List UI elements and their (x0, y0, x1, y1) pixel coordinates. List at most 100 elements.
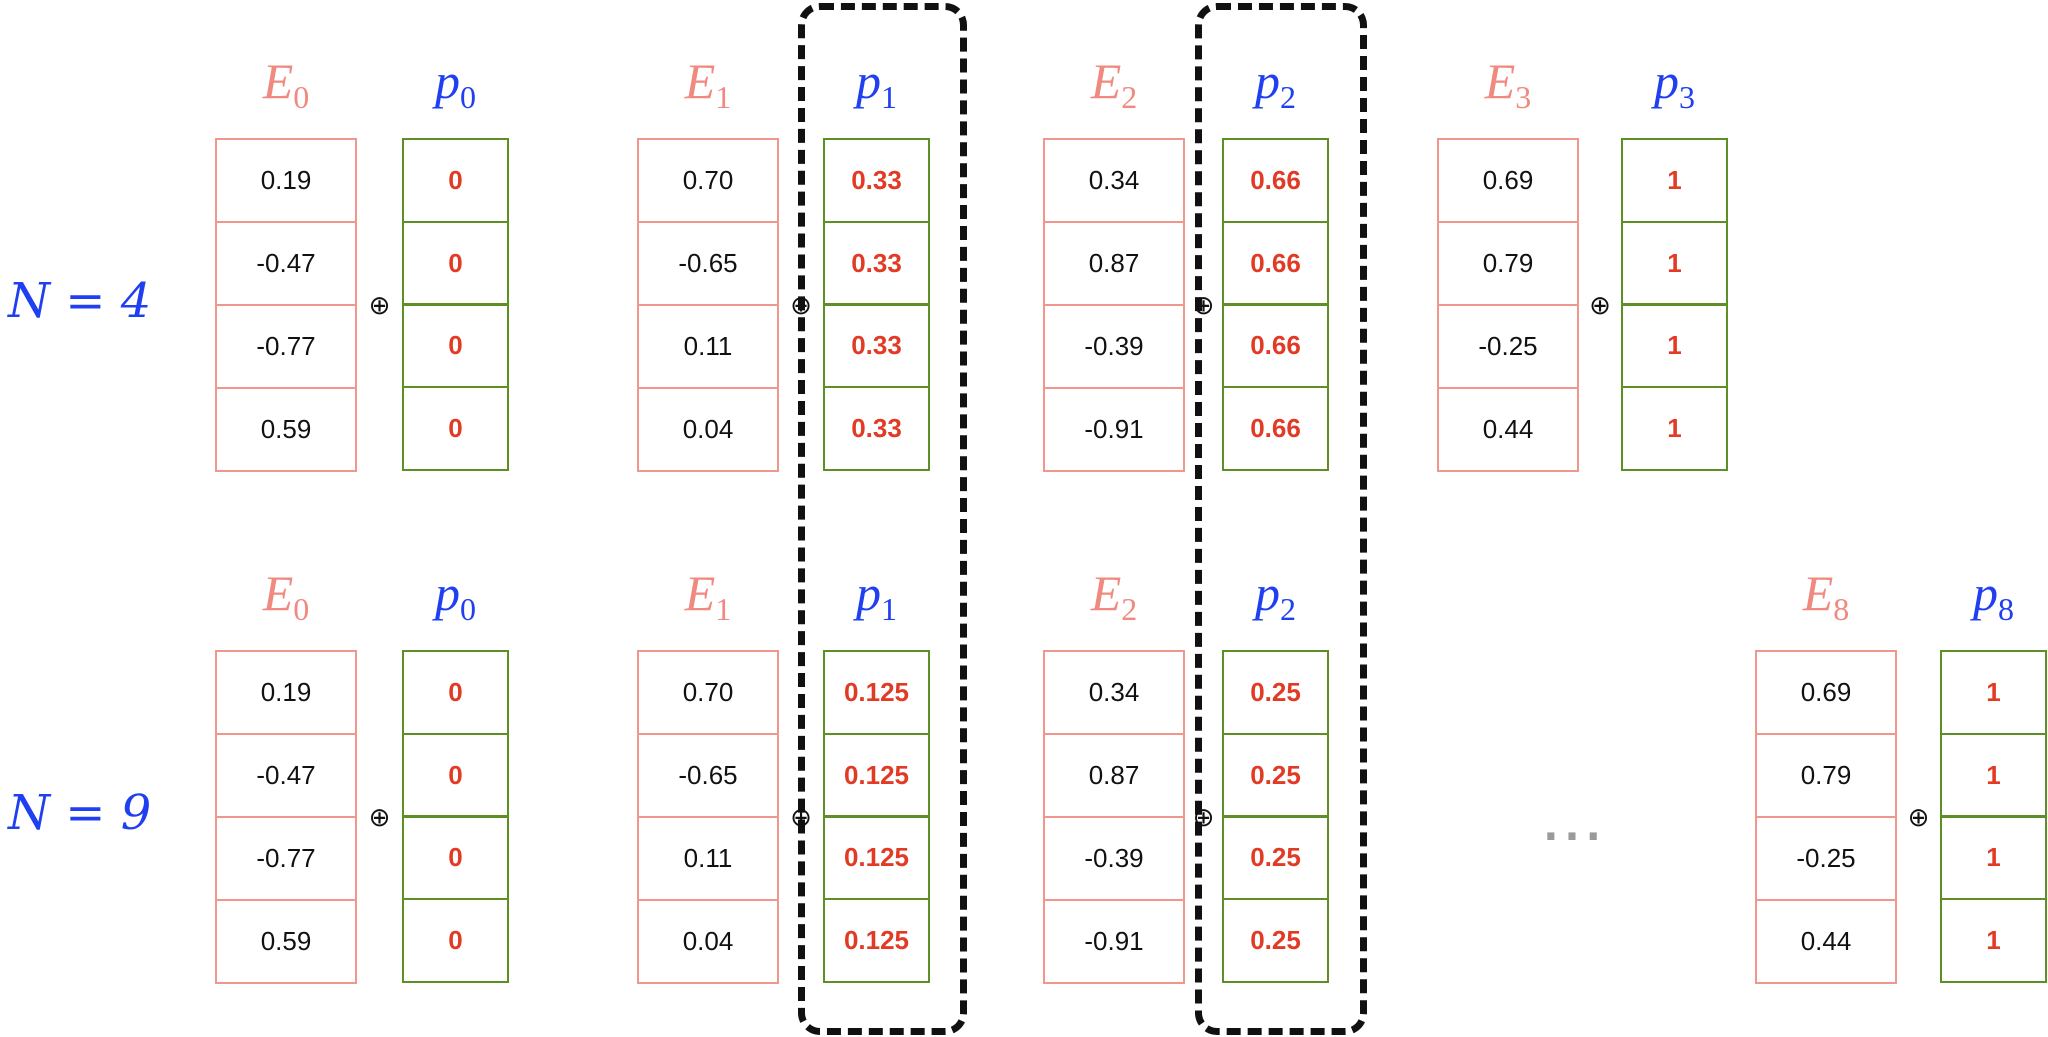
position-value-cell: 0.25 (1222, 815, 1329, 900)
position-label-name: p (1255, 53, 1280, 109)
add-operator-icon: ⊕ (1907, 803, 1930, 833)
embedding-label-name: E (1090, 565, 1122, 621)
position-label: p0 (435, 568, 476, 634)
embedding-value-cell: 0.70 (637, 138, 779, 223)
embedding-value-cell: -0.77 (215, 816, 357, 901)
embedding-value-cell: 0.79 (1437, 221, 1579, 306)
embedding-value-cell: 0.59 (215, 387, 357, 472)
embedding-vector: 0.34 0.87 -0.39 -0.91 (1043, 138, 1185, 472)
position-label-subscript: 3 (1679, 79, 1695, 115)
position-label: p0 (435, 56, 476, 122)
position-vector: 0.25 0.25 0.25 0.25 (1222, 650, 1329, 983)
position-label-subscript: 2 (1280, 591, 1296, 627)
embedding-value-cell: 0.04 (637, 387, 779, 472)
n-label-text: N = 4 (8, 273, 152, 329)
embedding-label: E0 (263, 56, 310, 122)
embedding-label: E3 (1485, 56, 1532, 122)
embedding-label-subscript: 8 (1833, 591, 1850, 627)
embedding-label-name: E (262, 565, 294, 621)
embedding-label-name: E (1090, 53, 1122, 109)
highlight-dashed-box (1195, 3, 1367, 1035)
position-value-cell: 0 (402, 303, 509, 388)
position-value-cell: 1 (1621, 385, 1728, 471)
embedding-vector: 0.69 0.79 -0.25 0.44 (1755, 650, 1897, 984)
position-vector: 0.66 0.66 0.66 0.66 (1222, 138, 1329, 471)
embedding-vector: 0.34 0.87 -0.39 -0.91 (1043, 650, 1185, 984)
embedding-label-subscript: 2 (1121, 79, 1138, 115)
position-label: p2 (1255, 56, 1296, 122)
position-value-cell: 0 (402, 138, 509, 223)
position-value-cell: 0.66 (1222, 385, 1329, 471)
position-label: p3 (1654, 56, 1695, 122)
embedding-value-cell: -0.91 (1043, 387, 1185, 472)
position-value-cell: 0.33 (823, 385, 930, 471)
embedding-value-cell: 0.04 (637, 899, 779, 984)
position-value-cell: 0.66 (1222, 138, 1329, 223)
position-label: p2 (1255, 568, 1296, 634)
embedding-vector: 0.70 -0.65 0.11 0.04 (637, 138, 779, 472)
position-label-subscript: 2 (1280, 79, 1296, 115)
position-label-name: p (1973, 565, 1998, 621)
embedding-value-cell: -0.65 (637, 733, 779, 818)
ellipsis: ... (1543, 804, 1607, 850)
position-label-name: p (435, 53, 460, 109)
embedding-vector: 0.19 -0.47 -0.77 0.59 (215, 138, 357, 472)
position-label-name: p (856, 565, 881, 621)
position-value-cell: 0.33 (823, 138, 930, 223)
embedding-label-subscript: 1 (715, 591, 732, 627)
embedding-value-cell: -0.47 (215, 221, 357, 306)
position-value-cell: 0.33 (823, 220, 930, 306)
embedding-value-cell: 0.11 (637, 304, 779, 389)
embedding-label: E0 (263, 568, 310, 634)
position-label-name: p (1654, 53, 1679, 109)
position-value-cell: 0.25 (1222, 650, 1329, 735)
embedding-vector: 0.19 -0.47 -0.77 0.59 (215, 650, 357, 984)
embedding-value-cell: 0.70 (637, 650, 779, 735)
position-label-subscript: 0 (460, 591, 476, 627)
position-label-subscript: 1 (881, 591, 897, 627)
embedding-value-cell: 0.79 (1755, 733, 1897, 818)
row-n-label: N = 4 (8, 273, 151, 329)
add-operator-icon: ⊕ (1589, 291, 1611, 321)
embedding-label: E1 (685, 568, 732, 634)
highlight-dashed-box (798, 3, 967, 1035)
position-value-cell: 0.66 (1222, 303, 1329, 388)
position-value-cell: 0.33 (823, 303, 930, 388)
position-value-cell: 1 (1621, 138, 1728, 223)
embedding-label-name: E (262, 53, 294, 109)
row-n-label: N = 9 (8, 785, 151, 841)
add-operator-icon: ⊕ (368, 291, 391, 321)
embedding-label: E8 (1803, 568, 1850, 634)
embedding-value-cell: -0.25 (1755, 816, 1897, 901)
position-value-cell: 0 (402, 650, 509, 735)
embedding-vector: 0.70 -0.65 0.11 0.04 (637, 650, 779, 984)
position-value-cell: 0 (402, 385, 509, 471)
embedding-label-subscript: 1 (715, 79, 732, 115)
embedding-value-cell: 0.59 (215, 899, 357, 984)
position-value-cell: 1 (1621, 303, 1728, 388)
position-value-cell: 0.125 (823, 650, 930, 735)
embedding-value-cell: 0.69 (1437, 138, 1579, 223)
position-value-cell: 0.125 (823, 897, 930, 983)
embedding-value-cell: 0.34 (1043, 138, 1185, 223)
embedding-label-name: E (1802, 565, 1834, 621)
position-value-cell: 1 (1940, 732, 2047, 818)
position-value-cell: 1 (1940, 815, 2047, 900)
position-value-cell: 0.125 (823, 815, 930, 900)
embedding-value-cell: -0.77 (215, 304, 357, 389)
embedding-value-cell: -0.47 (215, 733, 357, 818)
embedding-value-cell: 0.44 (1437, 387, 1579, 472)
embedding-value-cell: 0.11 (637, 816, 779, 901)
embedding-value-cell: 0.19 (215, 650, 357, 735)
add-operator-icon: ⊕ (790, 803, 812, 833)
position-value-cell: 1 (1621, 220, 1728, 306)
position-value-cell: 1 (1940, 650, 2047, 735)
embedding-value-cell: 0.44 (1755, 899, 1897, 984)
position-value-cell: 0 (402, 815, 509, 900)
embedding-label: E2 (1091, 568, 1138, 634)
embedding-value-cell: -0.91 (1043, 899, 1185, 984)
position-value-cell: 0.25 (1222, 897, 1329, 983)
